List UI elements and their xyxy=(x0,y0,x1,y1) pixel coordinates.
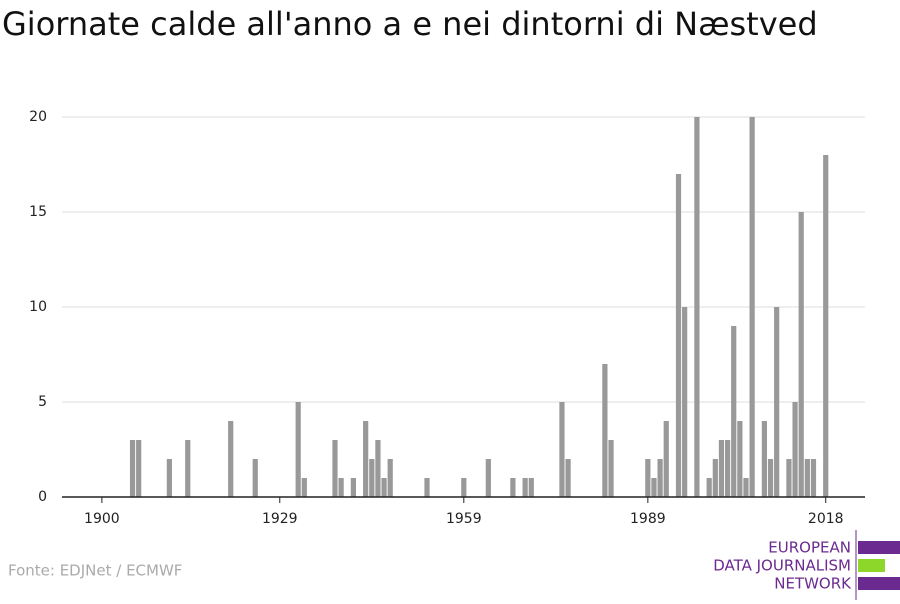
bar xyxy=(485,459,491,497)
y-tick-label: 10 xyxy=(29,299,47,315)
bar xyxy=(663,421,669,497)
bar xyxy=(792,402,798,497)
logo-bar xyxy=(858,541,900,554)
x-tick-label: 2018 xyxy=(808,511,844,527)
bar xyxy=(295,402,301,497)
bar xyxy=(810,459,817,497)
logo-bar xyxy=(858,577,900,590)
chart-title: Giornate calde all'anno a e nei dintorni… xyxy=(2,5,818,43)
logo-text: NETWORK xyxy=(774,575,852,593)
bar xyxy=(228,421,234,497)
bar xyxy=(510,478,516,497)
bar xyxy=(718,440,725,497)
bar xyxy=(375,440,381,497)
bar xyxy=(823,155,829,497)
bar xyxy=(774,307,780,497)
bar xyxy=(743,478,749,497)
bar xyxy=(565,459,571,497)
bar xyxy=(767,459,774,497)
bar xyxy=(129,440,136,497)
bar xyxy=(332,440,338,497)
bar xyxy=(749,117,755,497)
bar xyxy=(651,478,657,497)
logo-text: DATA JOURNALISM xyxy=(713,557,851,575)
bar xyxy=(675,174,682,497)
bar xyxy=(798,212,804,497)
bar xyxy=(166,459,172,497)
bar xyxy=(185,440,191,497)
bar xyxy=(528,478,534,497)
bar xyxy=(350,478,356,497)
y-tick-label: 20 xyxy=(29,109,47,125)
y-tick-label: 15 xyxy=(29,204,47,220)
x-tick-label: 1900 xyxy=(84,511,120,527)
bar xyxy=(369,459,375,497)
logo-text: EUROPEAN xyxy=(768,539,851,557)
bar xyxy=(387,459,393,497)
bar xyxy=(724,440,731,497)
bar xyxy=(252,459,258,497)
bar xyxy=(424,478,430,497)
bar xyxy=(786,459,792,497)
x-tick-label: 1929 xyxy=(262,511,298,527)
bar xyxy=(706,478,712,497)
logo-bar xyxy=(858,559,885,572)
bar xyxy=(657,459,663,497)
bar xyxy=(804,459,810,497)
bar xyxy=(363,421,369,497)
bar xyxy=(461,478,467,497)
y-tick-label: 0 xyxy=(38,489,47,505)
bar xyxy=(731,326,737,497)
bar xyxy=(522,478,528,497)
bar xyxy=(608,440,614,497)
bar xyxy=(712,459,718,497)
bar xyxy=(559,402,565,497)
bar xyxy=(682,307,688,497)
bar xyxy=(737,421,743,497)
bar xyxy=(381,478,387,497)
x-tick-label: 1989 xyxy=(630,511,666,527)
x-tick-label: 1959 xyxy=(446,511,482,527)
bar xyxy=(136,440,142,497)
bar xyxy=(301,478,307,497)
bar xyxy=(694,117,700,497)
bar xyxy=(602,364,608,497)
bar xyxy=(645,459,651,497)
source: Fonte: EDJNet / ECMWF xyxy=(8,562,182,580)
y-tick-label: 5 xyxy=(38,394,47,410)
bar xyxy=(761,421,768,497)
bar xyxy=(338,478,344,497)
